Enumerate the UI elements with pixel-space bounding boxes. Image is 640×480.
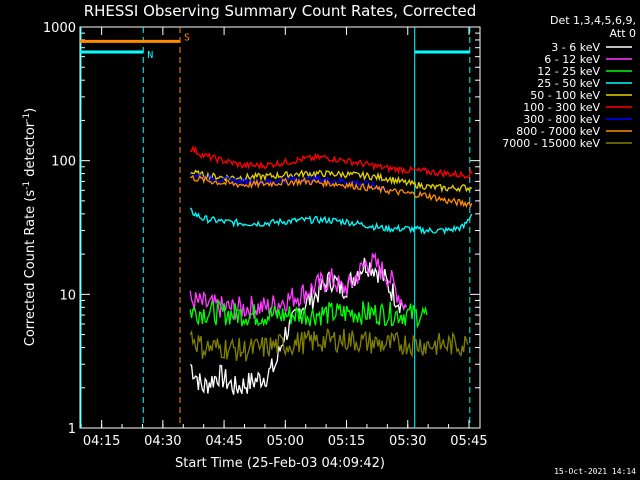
- series-line: [189, 144, 473, 180]
- legend-label: 7000 - 15000 keV: [502, 137, 600, 150]
- series-line: [189, 252, 408, 320]
- y-tick-label: 10: [59, 288, 76, 303]
- legend-label: 25 - 50 keV: [537, 77, 600, 90]
- series-line: [189, 299, 428, 329]
- plot-area: 1 10 100 1000 04:15 04:30 04:45 05:00 05:15 05:30…: [43, 21, 488, 449]
- series-line: [189, 207, 473, 236]
- y-tick-label: 1000: [43, 21, 76, 36]
- legend-label: 3 - 6 keV: [551, 41, 600, 54]
- y-axis-label: Corrected Count Rate (s-1 detector-1): [22, 108, 38, 346]
- x-axis-label: Start Time (25-Feb-03 04:09:42): [175, 456, 385, 471]
- state-bar-label: N: [147, 50, 153, 61]
- x-tick-label: 04:30: [144, 434, 181, 449]
- chart-title: RHESSI Observing Summary Count Rates, Co…: [84, 2, 477, 20]
- y-tick-label: 1: [68, 422, 76, 437]
- x-tick-label: 05:00: [267, 434, 304, 449]
- plot-frame: [79, 26, 481, 429]
- x-tick-label: 04:15: [83, 434, 120, 449]
- x-tick-label: 05:15: [328, 434, 365, 449]
- legend-label: 50 - 100 keV: [530, 89, 600, 102]
- series-line: [190, 174, 473, 209]
- x-tick-label: 05:30: [389, 434, 426, 449]
- legend-header: Det 1,3,4,5,6,9,: [550, 14, 636, 27]
- y-tick-label: 100: [51, 155, 76, 170]
- state-bar-label: S: [184, 32, 190, 43]
- legend-label: 6 - 12 keV: [544, 53, 600, 66]
- legend-att: Att 0: [610, 27, 636, 40]
- series-line: [189, 328, 469, 362]
- x-tick-label: 05:45: [450, 434, 487, 449]
- legend-label: 100 - 300 keV: [523, 101, 600, 114]
- footer-date: 15-Oct-2021 14:14: [554, 467, 636, 476]
- series-line: [189, 169, 473, 194]
- legend-label: 800 - 7000 keV: [516, 125, 600, 138]
- series-line: [189, 173, 387, 192]
- legend-label: 300 - 800 keV: [523, 113, 600, 126]
- x-tick-label: 04:45: [205, 434, 242, 449]
- legend-label: 12 - 25 keV: [537, 65, 600, 78]
